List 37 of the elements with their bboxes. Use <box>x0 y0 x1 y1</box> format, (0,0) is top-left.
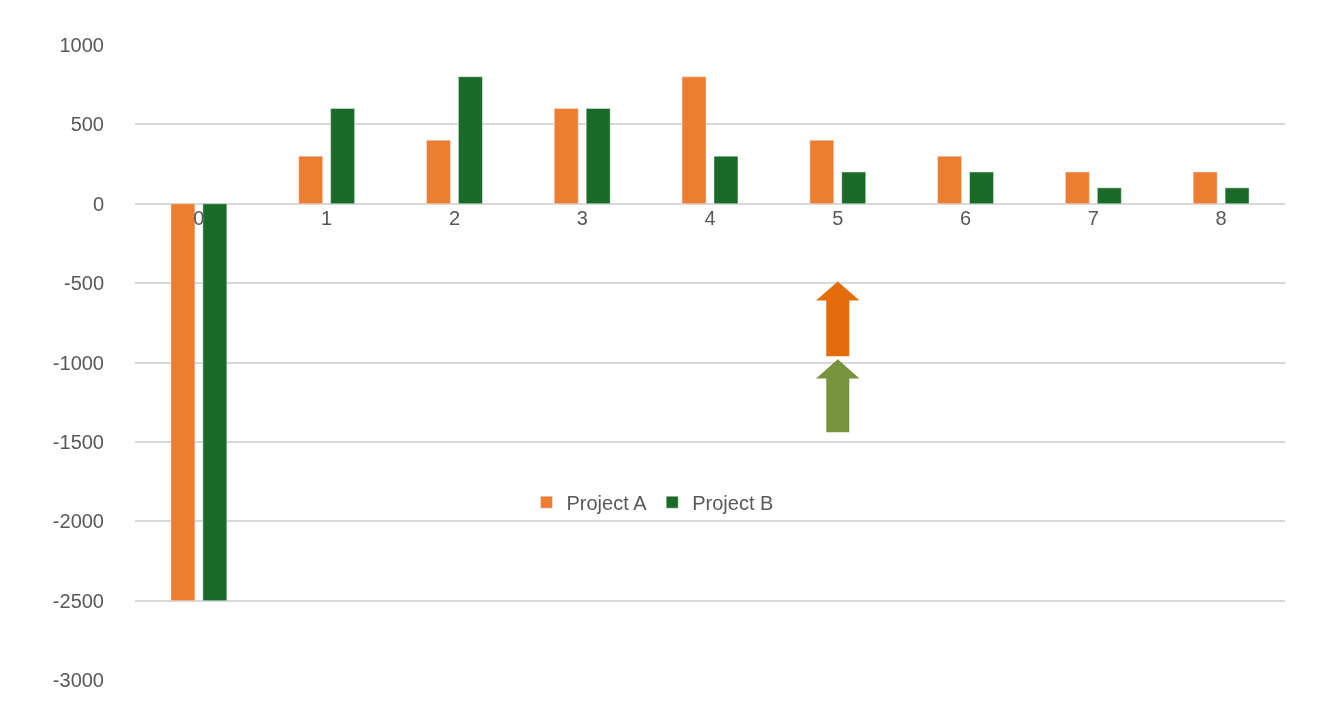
bar <box>1097 187 1122 204</box>
bar <box>1224 187 1250 204</box>
bar <box>554 108 579 204</box>
bar <box>937 155 962 204</box>
legend-label: Project B <box>692 492 774 514</box>
x-tick-label: 5 <box>832 206 844 229</box>
bar <box>681 76 707 204</box>
y-tick-label: 0 <box>92 192 104 215</box>
x-tick-label: 7 <box>1087 206 1099 229</box>
legend-label: Project A <box>566 492 648 514</box>
y-tick-label: -3000 <box>52 669 104 691</box>
bar <box>1192 171 1218 204</box>
bar <box>458 76 483 204</box>
y-tick-label: -2000 <box>52 510 104 533</box>
y-tick-label: -500 <box>63 272 104 295</box>
y-tick-label: 500 <box>70 113 104 136</box>
x-tick-label: 6 <box>960 206 972 229</box>
bar <box>969 171 994 204</box>
bar <box>202 203 228 601</box>
y-tick-label: -1500 <box>52 430 104 453</box>
bar <box>585 108 611 204</box>
x-tick-label: 3 <box>576 206 588 229</box>
bar <box>809 140 835 204</box>
x-tick-label: 8 <box>1215 206 1227 229</box>
x-tick-label: 2 <box>448 206 460 229</box>
bar <box>426 140 451 204</box>
x-tick-label: 1 <box>321 206 333 229</box>
x-tick-label: 4 <box>704 206 716 229</box>
bar <box>713 155 739 204</box>
y-tick-label: -1000 <box>52 351 104 374</box>
bar <box>330 108 355 204</box>
y-tick-label: 1000 <box>59 34 104 56</box>
bar <box>298 155 323 204</box>
y-tick-label: -2500 <box>52 589 104 612</box>
bar <box>1065 171 1090 204</box>
bar <box>170 203 196 601</box>
bar <box>841 171 866 204</box>
